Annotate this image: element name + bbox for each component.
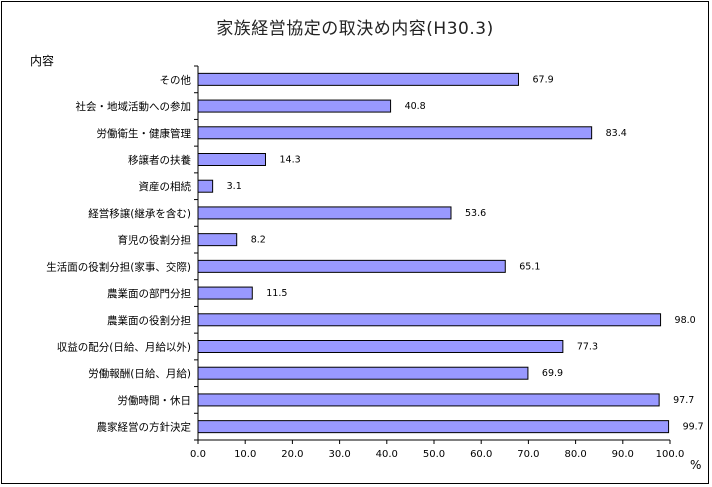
value-label: 99.7 [683, 422, 704, 433]
x-tick-label: 40.0 [376, 449, 398, 460]
bar [197, 420, 670, 434]
category-label: 収益の配分(日給、月給以外) [57, 341, 191, 354]
bar [197, 99, 392, 113]
category-label: 育児の役割分担 [118, 234, 192, 247]
value-label: 65.1 [519, 261, 540, 272]
bar [197, 206, 452, 220]
x-tick-label: 0.0 [190, 449, 206, 460]
x-tick-label: 100.0 [656, 449, 685, 460]
value-label: 8.2 [251, 235, 266, 246]
x-tick-label: 70.0 [517, 449, 539, 460]
bar [197, 233, 238, 247]
value-label: 14.3 [279, 155, 300, 166]
bar [197, 259, 506, 273]
bar [197, 72, 519, 86]
bar [197, 153, 266, 166]
value-label: 53.6 [465, 208, 486, 219]
x-tick-label: 80.0 [564, 449, 586, 460]
value-label: 3.1 [227, 181, 242, 192]
bar [197, 179, 214, 193]
category-label: 生活面の役割分担(家事、交際) [46, 260, 191, 273]
value-label: 98.0 [675, 315, 696, 326]
category-label: 労働時間・休日 [118, 394, 192, 407]
category-label: 農業面の部門分担 [107, 287, 191, 300]
x-tick-label: 10.0 [234, 449, 256, 460]
category-label: 移譲者の扶養 [128, 154, 191, 167]
category-label: 農家経営の方針決定 [97, 421, 192, 434]
y-axis-label: 内容 [30, 54, 55, 68]
category-label: 農業面の役割分担 [107, 314, 191, 327]
category-label: 労働衛生・健康管理 [97, 127, 192, 140]
category-label: 資産の相続 [139, 180, 192, 193]
bar [197, 313, 662, 327]
value-label: 40.8 [405, 101, 426, 112]
chart-title: 家族経営協定の取決め内容(H30.3) [216, 19, 494, 39]
x-tick-label: 60.0 [470, 449, 492, 460]
x-tick-label: 20.0 [281, 449, 303, 460]
bar [197, 366, 529, 380]
category-label: 労働報酬(日給、月給) [88, 367, 191, 380]
x-tick-label: 90.0 [612, 449, 634, 460]
value-label: 67.9 [532, 74, 553, 85]
value-label: 11.5 [266, 288, 287, 299]
bar [197, 340, 564, 353]
category-label: その他 [160, 73, 192, 86]
x-tick-label: 30.0 [328, 449, 350, 460]
category-label: 社会・地域活動への参加 [76, 100, 192, 113]
value-label: 77.3 [577, 342, 598, 353]
bar [197, 286, 253, 300]
category-label: 経営移譲(継承を含む) [88, 207, 191, 220]
x-tick-label: 50.0 [423, 449, 445, 460]
value-label: 69.9 [542, 368, 563, 379]
value-label: 97.7 [673, 395, 694, 406]
value-label: 83.4 [606, 128, 627, 139]
bar [197, 393, 660, 407]
x-axis-unit: % [690, 458, 702, 472]
bar [197, 126, 593, 140]
